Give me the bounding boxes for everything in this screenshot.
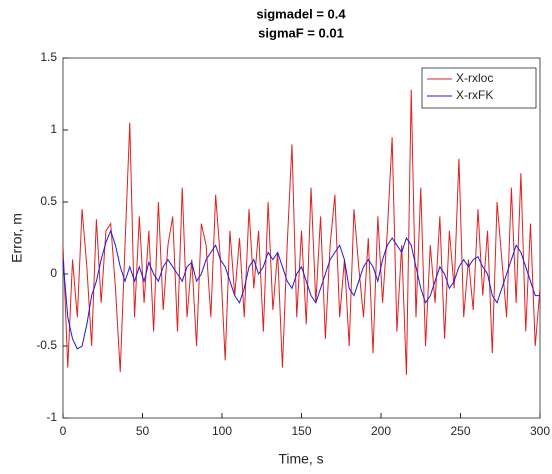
legend-label: X-rxloc bbox=[456, 71, 493, 85]
y-tick-label: 1.5 bbox=[40, 50, 57, 64]
y-tick-label: -0.5 bbox=[36, 338, 57, 352]
y-tick-label: -1 bbox=[46, 410, 57, 424]
x-tick-label: 100 bbox=[212, 424, 232, 438]
chart-title: sigmadel = 0.4 bbox=[256, 6, 346, 21]
y-tick-label: 0.5 bbox=[40, 194, 57, 208]
y-tick-label: 0 bbox=[50, 266, 57, 280]
data-line bbox=[62, 89, 541, 375]
legend-box bbox=[421, 67, 537, 109]
x-tick-label: 300 bbox=[530, 424, 550, 438]
legend-label: X-rxFK bbox=[456, 88, 493, 102]
x-tick-label: 200 bbox=[371, 424, 391, 438]
data-line bbox=[62, 229, 540, 350]
y-tick-label: 1 bbox=[50, 122, 57, 136]
chart-title: sigmaF = 0.01 bbox=[258, 25, 344, 40]
x-axis-label: Time, s bbox=[278, 451, 323, 467]
x-tick-label: 50 bbox=[136, 424, 150, 438]
x-tick-label: 0 bbox=[60, 424, 67, 438]
x-tick-label: 250 bbox=[450, 424, 470, 438]
x-tick-label: 150 bbox=[291, 424, 311, 438]
y-axis-label: Error, m bbox=[9, 213, 25, 263]
